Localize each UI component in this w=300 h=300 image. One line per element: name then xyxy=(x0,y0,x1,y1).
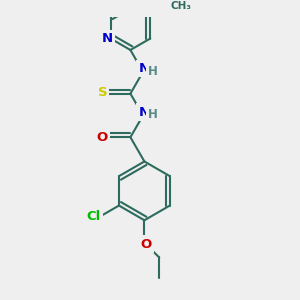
Text: N: N xyxy=(102,32,113,45)
Text: O: O xyxy=(97,131,108,144)
Text: CH₃: CH₃ xyxy=(171,1,192,11)
Text: O: O xyxy=(140,238,152,250)
Text: Cl: Cl xyxy=(86,210,100,224)
Text: S: S xyxy=(98,86,107,99)
Text: H: H xyxy=(148,108,158,122)
Text: H: H xyxy=(148,65,158,78)
Text: N: N xyxy=(138,106,149,118)
Text: N: N xyxy=(138,62,149,75)
